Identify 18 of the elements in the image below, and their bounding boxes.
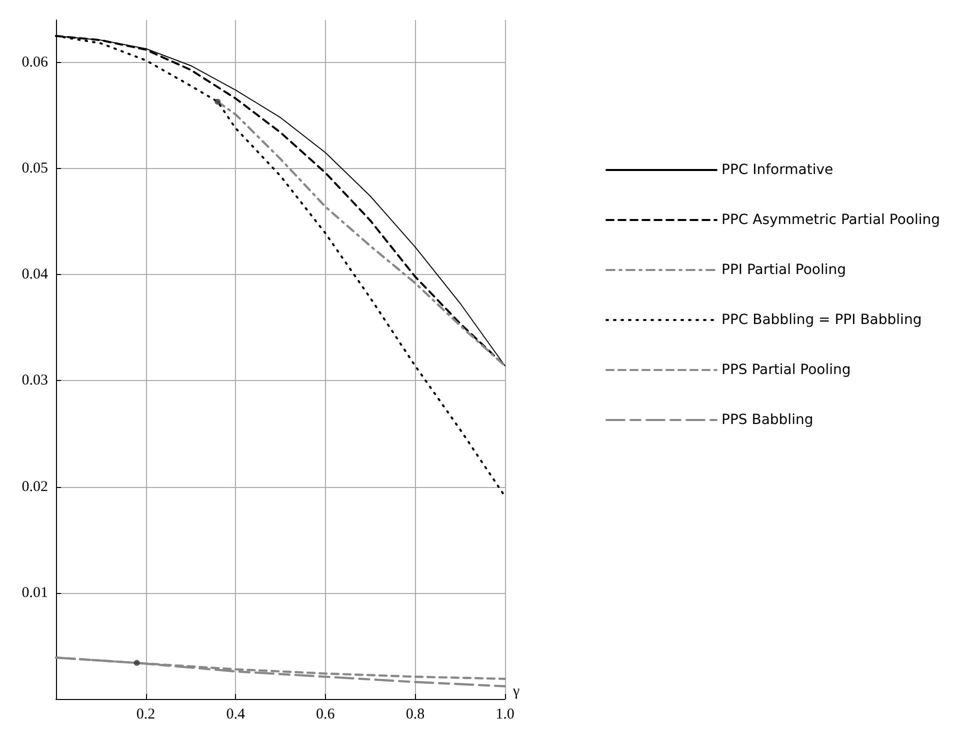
text: PPC Informative [722,162,834,178]
y-tick-label: 0.06 [22,54,48,70]
x-tick-label: 0.2 [136,706,156,722]
y-tick-label: 0.04 [22,266,48,283]
x-tick-label: 0.6 [316,706,336,722]
x-tick-label: 0.4 [226,706,246,722]
x-axis-title: γ [512,684,520,700]
text: PPC Asymmetric Partial Pooling [722,212,940,228]
text: PPS Partial Pooling [722,362,851,378]
y-tick-label: 0.03 [22,372,48,389]
text: PPS Babbling [722,412,814,428]
y-tick-label: 0.02 [22,478,48,495]
text: PPC Babbling = PPI Babbling [722,312,922,328]
text: PPI Partial Pooling [722,262,846,278]
x-tick-label: 1.0 [496,706,514,722]
x-tick-label: 0.8 [406,706,425,722]
y-tick-label: 0.05 [22,160,48,177]
y-tick-label: 0.01 [22,584,48,601]
